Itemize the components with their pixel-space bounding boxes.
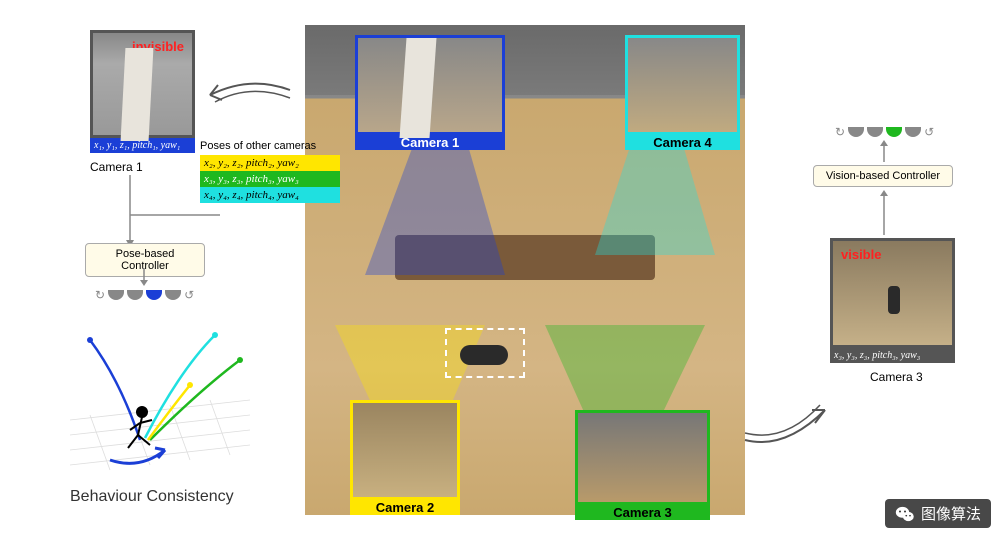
cam3-caption: x₃, y₃, z₃, pitch₃, yaw₃	[830, 348, 955, 363]
right-camera-thumb: visible x₃, y₃, z₃, pitch₃, yaw₃	[830, 238, 955, 363]
lines-to-controller	[120, 175, 240, 250]
camera4-inset: Camera 4	[625, 35, 740, 150]
right-camera-label: Camera 3	[870, 370, 923, 384]
arrow-down-right	[878, 190, 898, 238]
arrow-right	[740, 395, 840, 455]
icon-row-left: ↻ ↺	[95, 288, 194, 302]
target-person	[460, 345, 508, 365]
left-camera-label: Camera 1	[90, 160, 143, 174]
behaviour-diagram	[50, 320, 270, 480]
wechat-icon	[895, 505, 915, 523]
icon-row-right: ↻ ↺	[835, 125, 934, 139]
visible-label: visible	[841, 247, 881, 262]
wechat-tag: 图像算法	[885, 499, 991, 528]
arrow-up-right	[878, 140, 898, 165]
camera1-inset: Camera 1	[355, 35, 505, 150]
camera3-inset: Camera 3	[575, 410, 710, 520]
wechat-text: 图像算法	[921, 503, 981, 524]
behaviour-label: Behaviour Consistency	[70, 488, 234, 506]
camera2-inset: Camera 2	[350, 400, 460, 515]
poses-title: Poses of other cameras	[200, 140, 316, 152]
arrow-left	[200, 70, 300, 120]
arrow-down-left	[138, 268, 158, 288]
vision-controller: Vision-based Controller	[813, 165, 953, 187]
left-camera-thumb: invisible x₁, y₁, z₁, pitch₁, yaw₁	[90, 30, 195, 153]
